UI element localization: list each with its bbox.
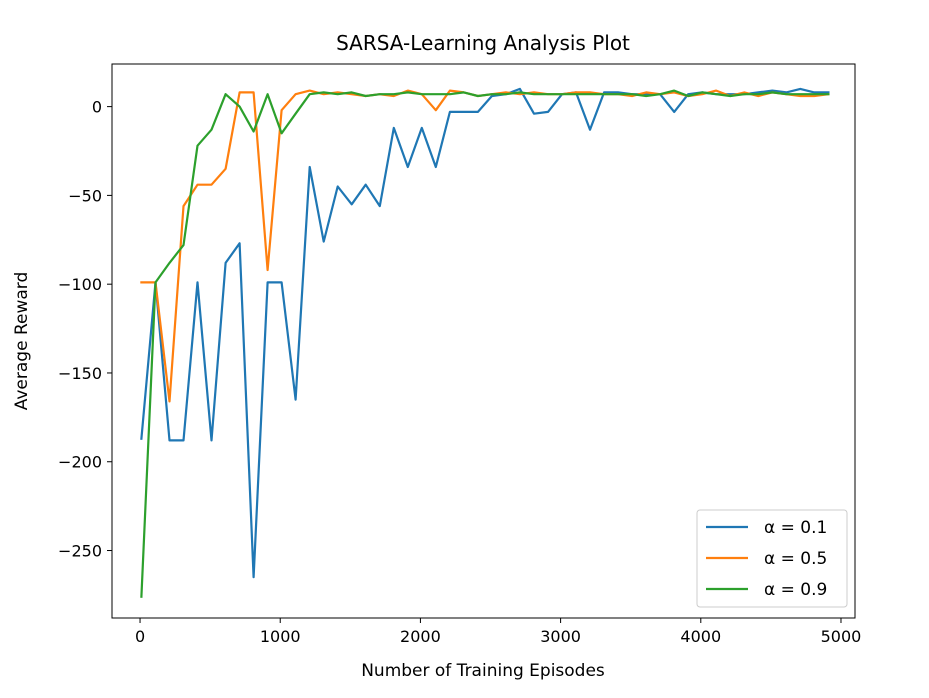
y-tick-label: −50 (68, 186, 102, 205)
y-tick-label: 0 (92, 98, 102, 117)
x-tick-label: 2000 (400, 627, 441, 646)
y-tick-label: −100 (58, 275, 102, 294)
y-axis-ticks: 0 −50 −100 −150 −200 −250 (58, 98, 112, 561)
legend-label-3: α = 0.9 (764, 580, 827, 600)
legend: α = 0.1 α = 0.5 α = 0.9 (696, 509, 848, 608)
series-line-3 (140, 89, 830, 598)
y-tick-label: −150 (58, 364, 102, 383)
y-axis-label: Average Reward (12, 272, 32, 411)
x-tick-label: 0 (135, 627, 145, 646)
x-tick-label: 3000 (540, 627, 581, 646)
plot-area-frame (111, 63, 856, 619)
chart-title: SARSA-Learning Analysis Plot (336, 31, 630, 55)
legend-label-1: α = 0.1 (764, 518, 827, 538)
y-tick-label: −200 (58, 453, 102, 472)
series-layer (140, 87, 830, 598)
legend-label-2: α = 0.5 (764, 549, 827, 569)
x-tick-label: 4000 (680, 627, 721, 646)
x-axis-ticks: 0 1000 2000 3000 4000 5000 (135, 618, 861, 646)
y-tick-label: −250 (58, 542, 102, 561)
x-axis-label: Number of Training Episodes (361, 661, 605, 681)
legend-box (696, 509, 848, 608)
x-tick-label: 1000 (260, 627, 301, 646)
x-tick-label: 5000 (821, 627, 862, 646)
